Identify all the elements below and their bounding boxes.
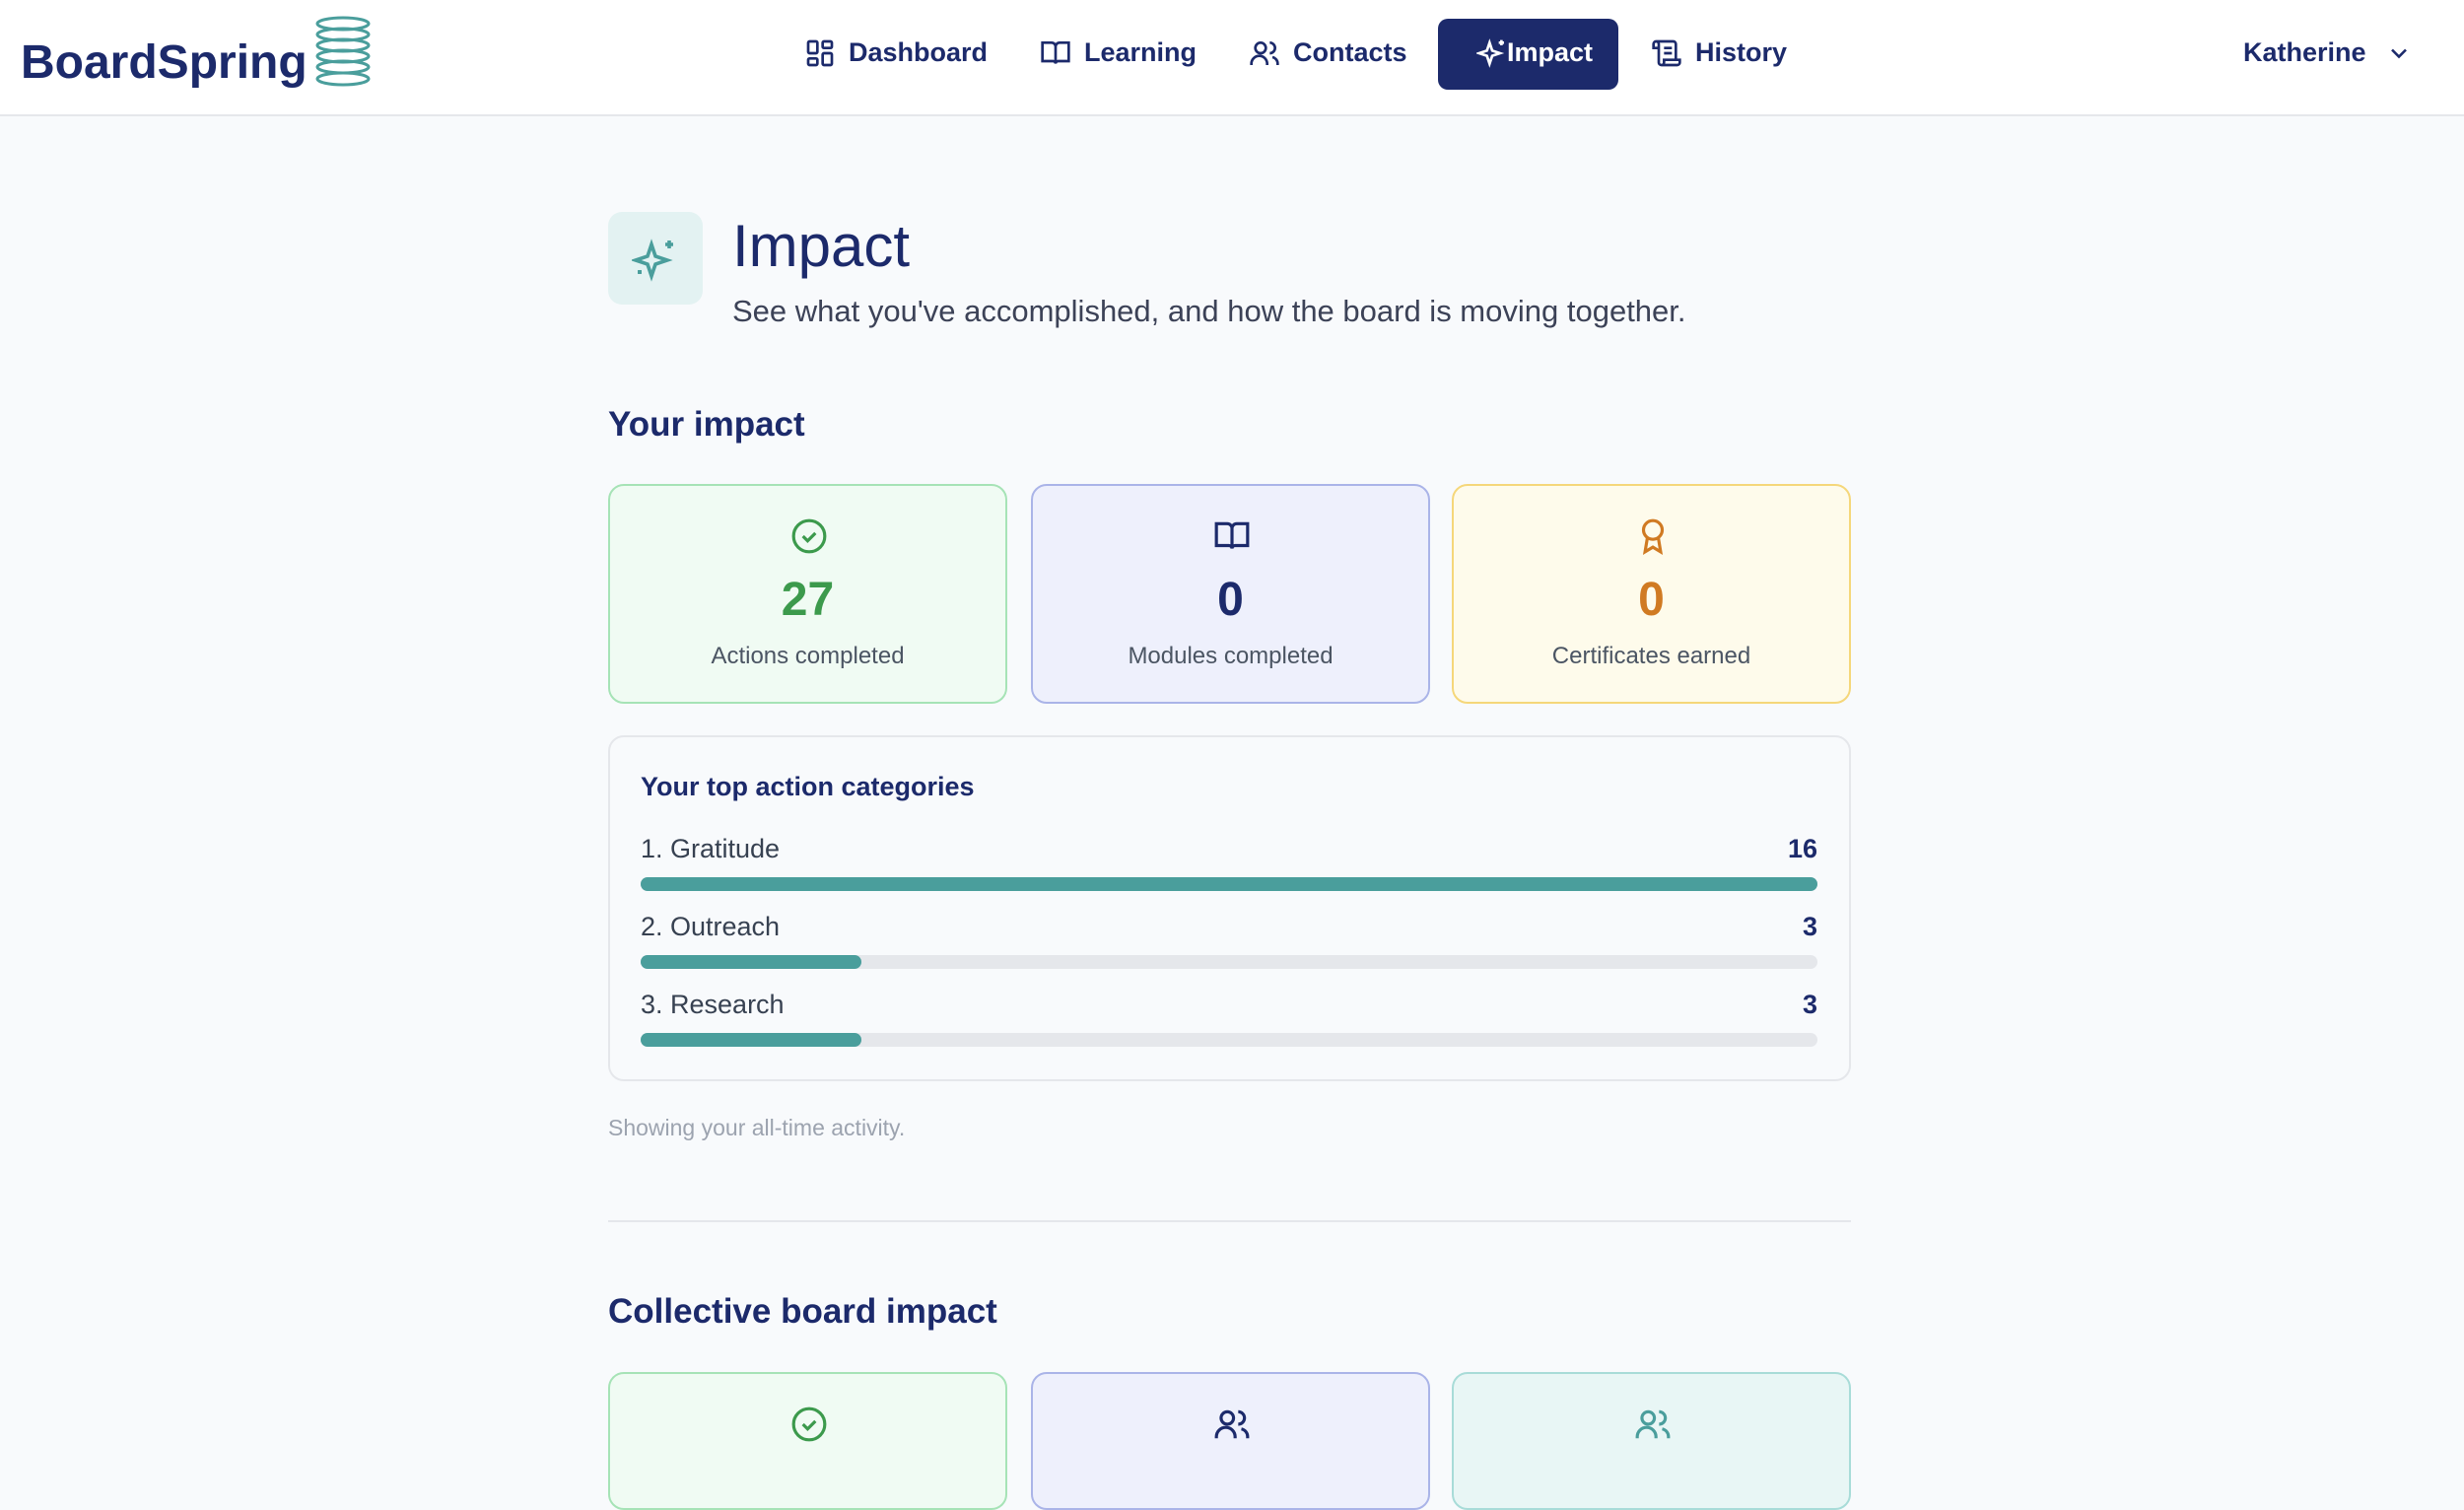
nav-link[interactable]: Learning — [1084, 37, 1198, 67]
bar-track — [641, 877, 1817, 891]
categories-title: Your top action categories — [641, 772, 975, 801]
logo[interactable]: BoardSpring — [21, 36, 308, 89]
impact-icon — [1476, 38, 1505, 68]
divider — [608, 1220, 1851, 1222]
section-heading: Your impact — [608, 405, 805, 444]
check-icon — [791, 1407, 827, 1442]
page-icon-box — [608, 212, 703, 305]
dashboard-icon — [806, 39, 834, 67]
history-icon — [1652, 39, 1681, 67]
top-nav: BoardSpring Dashboard Learning Contacts … — [0, 0, 2464, 116]
contacts-icon — [1250, 41, 1279, 65]
stat-label: Modules completed — [1128, 643, 1334, 669]
page-icon — [632, 239, 673, 282]
stat-value: 0 — [1638, 574, 1665, 626]
category-count: 3 — [1802, 912, 1817, 941]
nav-link[interactable]: Dashboard — [849, 37, 989, 67]
category-count: 16 — [1787, 834, 1817, 863]
nav-link[interactable]: Contacts — [1293, 37, 1407, 67]
active-nav[interactable] — [1438, 19, 1618, 90]
stat-card: 0 Modules completed — [1031, 484, 1430, 704]
stat-label: Certificates earned — [1551, 643, 1751, 669]
stat-label: Actions completed — [711, 643, 905, 669]
stat-value: 0 — [1217, 574, 1244, 626]
nav-link[interactable]: Impact — [1507, 37, 1594, 67]
category-label: 3. Research — [641, 990, 785, 1019]
stat-card: 27 Actions completed — [608, 484, 1007, 704]
category-label: 2. Outreach — [641, 912, 781, 941]
stat-value: 27 — [781, 574, 835, 626]
bar — [641, 1033, 861, 1047]
check-icon — [791, 518, 827, 554]
learning-icon — [1041, 41, 1070, 64]
book-icon — [1214, 521, 1250, 549]
bar-track — [641, 955, 1817, 969]
category-label: 1. Gratitude — [641, 834, 781, 863]
people-icon — [1635, 1409, 1671, 1439]
user-menu[interactable]: Katherine — [2243, 37, 2366, 67]
note: Showing your all-time activity. — [608, 1115, 906, 1140]
people-icon — [1214, 1409, 1250, 1439]
chevron-down[interactable] — [2385, 39, 2413, 67]
stat-card: 0 Certificates earned — [1452, 484, 1851, 704]
nav-link[interactable]: History — [1695, 37, 1788, 67]
award-icon — [1641, 518, 1665, 555]
categories-card — [608, 735, 1851, 1081]
logo-coil — [315, 16, 371, 87]
bar — [641, 877, 1817, 891]
board-card — [608, 1372, 1007, 1510]
board-card — [1031, 1372, 1430, 1510]
section-heading: Collective board impact — [608, 1292, 997, 1331]
bar-track — [641, 1033, 1817, 1047]
page-subtitle: See what you've accomplished, and how th… — [732, 294, 1686, 328]
page-title: Impact — [732, 213, 911, 279]
board-card — [1452, 1372, 1851, 1510]
category-count: 3 — [1802, 990, 1817, 1019]
bar — [641, 955, 861, 969]
